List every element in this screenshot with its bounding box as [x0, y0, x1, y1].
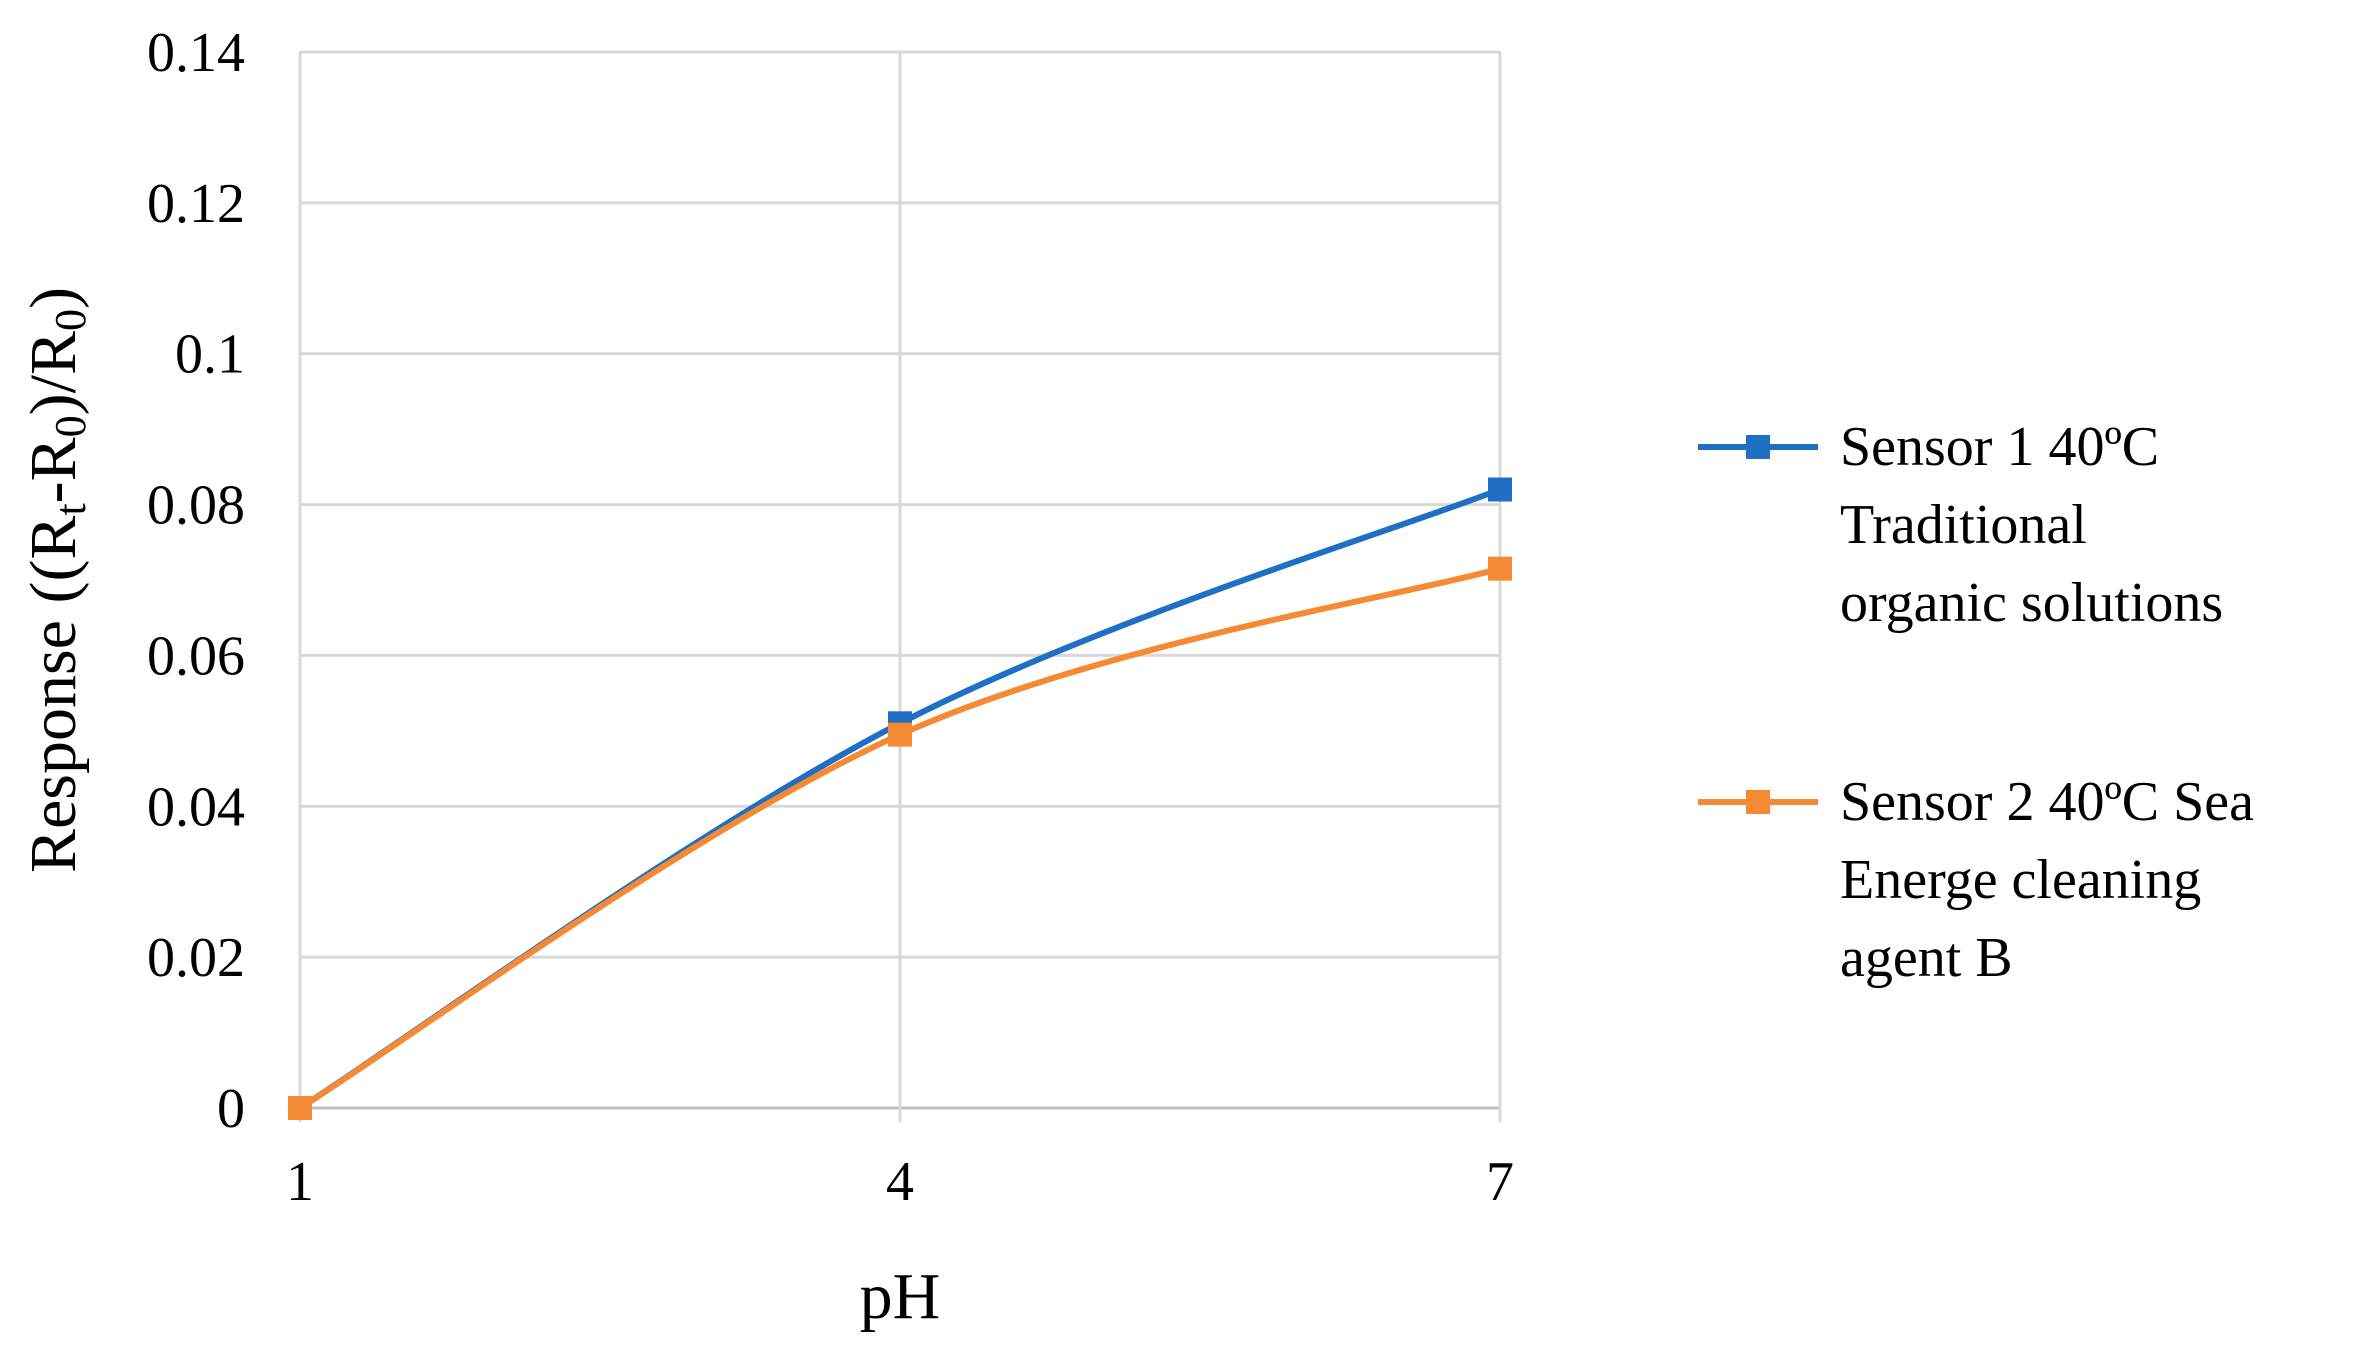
legend-marker-swatch	[1746, 435, 1770, 459]
x-tick-label: 1	[286, 1151, 314, 1213]
y-axis-title-subscript: 0	[46, 415, 95, 437]
x-tick-label: 4	[886, 1151, 914, 1213]
y-axis-title: Response ((Rt-R0)/R0)	[17, 287, 95, 873]
y-axis-title-part: )/R	[17, 331, 90, 415]
y-axis-title-subscript: 0	[46, 309, 95, 331]
series-layer	[288, 477, 1512, 1120]
legend-label-line: Traditional	[1840, 494, 2087, 556]
y-tick-label: 0.08	[147, 475, 245, 537]
y-tick-label: 0.06	[147, 625, 245, 687]
y-axis-title-subscript: t	[46, 503, 95, 515]
legend-label-line: Sensor 1 40ºC	[1840, 416, 2159, 478]
series-2	[288, 556, 1512, 1120]
legend-label-line: Energe cleaning	[1840, 849, 2201, 911]
y-axis-title-part: Response ((R	[17, 516, 90, 873]
data-point-marker	[1488, 477, 1512, 502]
legend-label-line: organic solutions	[1840, 572, 2223, 634]
legend-label: Sensor 1 40ºC Traditional organic solution…	[1840, 416, 2223, 634]
y-tick-label: 0.02	[147, 927, 245, 989]
data-point-marker	[288, 1096, 312, 1120]
y-axis-title-part: -R	[17, 437, 90, 503]
x-tick-label: 7	[1486, 1151, 1514, 1213]
y-tick-label: 0.04	[147, 776, 245, 838]
grid-lines	[298, 50, 1502, 1122]
legend-label: Sensor 2 40ºC Sea Energe cleaning agent B	[1840, 771, 2254, 989]
y-tick-label: 0.14	[147, 22, 245, 84]
y-tick-labels: 0 0.02 0.04 0.06 0.08 0.1 0.12 0.14	[147, 22, 245, 1140]
data-point-marker	[1488, 556, 1512, 581]
x-tick-labels: 1 4 7	[286, 1151, 1514, 1213]
data-point-marker	[888, 722, 912, 747]
y-tick-label: 0	[217, 1078, 245, 1140]
legend-label-line: Sensor 2 40ºC Sea	[1840, 771, 2254, 833]
x-axis-title: pH	[860, 1260, 941, 1333]
y-tick-label: 0.1	[175, 324, 245, 386]
y-tick-label: 0.12	[147, 173, 245, 235]
y-axis-title-part: )	[17, 287, 90, 309]
legend: Sensor 1 40ºC Traditional organic solution…	[1698, 416, 2254, 989]
legend-label-line: agent B	[1840, 927, 2013, 989]
legend-entry-2: Sensor 2 40ºC Sea Energe cleaning agent B	[1698, 771, 2254, 989]
legend-marker-swatch	[1746, 790, 1770, 814]
legend-entry-1: Sensor 1 40ºC Traditional organic solution…	[1698, 416, 2223, 634]
